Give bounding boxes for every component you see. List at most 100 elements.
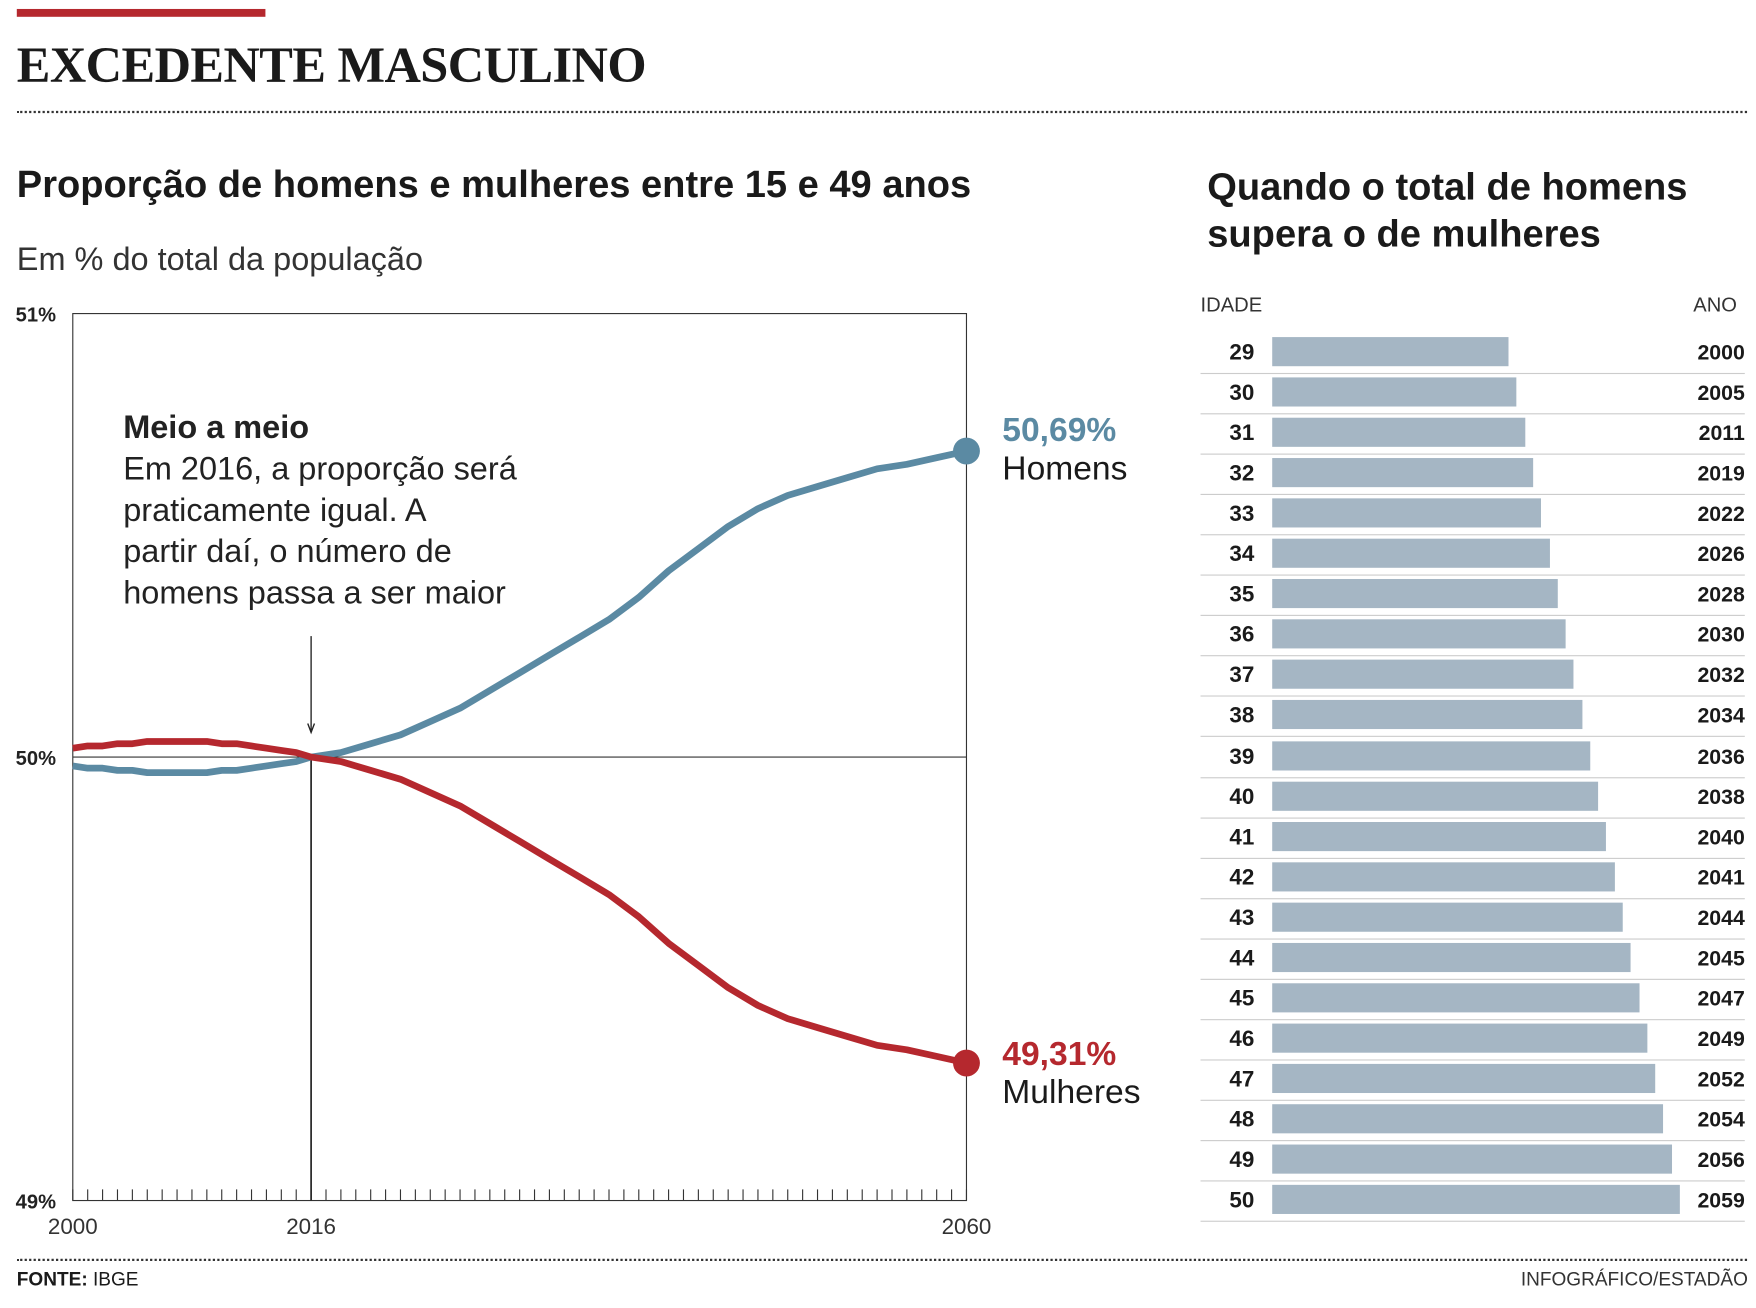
homens-value: 50,69% [1002,412,1117,450]
mulheres-end-label: 49,31% Mulheres [1002,1036,1140,1112]
bar-row: 29 2000 [1200,333,1745,375]
line-chart: 51% 50% 49%2000 2016 2060 [16,304,992,1239]
year-label: 2022 [1697,503,1745,527]
bar-row: 45 2047 [1200,979,1745,1021]
age-label: 34 [1229,542,1255,567]
year-label: 2019 [1697,462,1745,487]
mulheres-name: Mulheres [1002,1073,1141,1111]
age-label: 49 [1229,1147,1255,1173]
year-label: 2052 [1697,1068,1745,1092]
age-label: 38 [1229,703,1255,729]
year-label: 2005 [1697,381,1745,406]
year-label: 2032 [1697,664,1745,689]
bar-row: 49 2056 [1200,1140,1745,1182]
series-end-point-mulheres [953,1049,980,1077]
bar [1272,902,1623,932]
line-chart-subtitle: Em % do total da população [16,241,424,278]
age-label: 42 [1229,865,1255,890]
bar [1272,1144,1672,1174]
annotation-arrowhead [307,723,316,735]
annotation-line: partir daí, o número de [123,534,452,571]
source-value: IBGE [92,1268,139,1291]
age-label: 40 [1229,784,1255,810]
age-label: 29 [1229,340,1255,366]
bar [1272,458,1534,488]
bar [1272,740,1591,770]
year-label: 2054 [1697,1108,1745,1133]
age-label: 48 [1229,1107,1255,1133]
year-label: 2047 [1697,987,1745,1012]
bar-row: 37 2032 [1200,656,1745,698]
age-label: 44 [1229,946,1255,971]
age-label: 35 [1229,582,1255,608]
bar-row: 41 2040 [1200,817,1745,859]
bar [1272,498,1542,528]
bar [1272,983,1640,1013]
column-header-ano: ANO [1693,293,1737,316]
age-label: 47 [1229,1067,1255,1092]
bar-row: 34 2026 [1200,534,1745,576]
annotation: Meio a meio Em 2016, a proporção será pr… [123,408,517,615]
bar [1272,942,1631,972]
bar [1272,1063,1656,1093]
year-label: 2045 [1697,947,1745,971]
bar-row: 43 2044 [1200,898,1745,940]
year-label: 2056 [1697,1149,1745,1173]
year-label: 2041 [1697,866,1745,890]
year-label: 2026 [1697,543,1745,567]
bar-row: 33 2022 [1200,494,1745,536]
bar [1272,861,1615,892]
year-label: 2049 [1697,1027,1745,1052]
series-line-mulheres [72,738,968,1067]
column-header-idade: IDADE [1200,293,1263,316]
year-label: 2030 [1697,624,1745,648]
year-label: 2034 [1697,704,1745,729]
bar-row: 47 2052 [1200,1059,1745,1101]
y-tick-label: 51% [16,304,56,326]
divider [16,110,1748,114]
mulheres-value: 49,31% [1002,1035,1117,1073]
year-label: 2040 [1697,826,1745,850]
bar [1272,660,1574,690]
year-label: 2036 [1697,745,1745,769]
bar [1272,417,1525,447]
x-tick-label: 2016 [286,1214,336,1239]
bar-row: 32 2019 [1200,454,1745,496]
credit: INFOGRÁFICO/ESTADÃO [1520,1268,1748,1291]
bar [1272,337,1509,367]
age-label: 31 [1229,421,1255,446]
year-label: 2044 [1697,906,1745,931]
bar-row: 50 2059 [1200,1180,1745,1222]
bar-row: 42 2041 [1200,857,1745,899]
source: FONTE: IBGE [17,1269,139,1291]
bar [1272,700,1582,730]
age-label: 43 [1229,905,1255,931]
y-tick-label: 49% [16,1191,56,1213]
year-label: 2000 [1697,341,1745,366]
homens-name: Homens [1002,450,1128,488]
bar [1272,1023,1648,1053]
annotation-line: praticamente igual. A [123,492,427,529]
line-chart-title: Proporção de homens e mulheres entre 15 … [16,163,972,207]
bar [1272,538,1550,569]
age-label: 46 [1229,1026,1255,1052]
bar-row: 40 2038 [1200,777,1745,819]
page-title: EXCEDENTE MASCULINO [16,36,647,93]
y-tick-label: 50% [16,748,56,770]
bar-row: 46 2049 [1200,1019,1745,1061]
age-label: 30 [1229,380,1255,406]
age-label: 32 [1229,461,1255,487]
source-label: FONTE: [16,1268,88,1291]
age-label: 41 [1229,824,1255,850]
bar-row: 30 2005 [1200,373,1745,415]
x-tick-label: 2000 [48,1214,98,1239]
x-tick-label: 2060 [942,1214,992,1239]
bar-row: 36 2030 [1200,615,1745,657]
bar-row: 38 2034 [1200,696,1745,738]
age-label: 37 [1229,663,1255,689]
series-end-point-homens [953,437,980,465]
bar-row: 39 2036 [1200,736,1745,778]
annotation-title: Meio a meio [123,409,310,446]
bar [1272,377,1517,407]
